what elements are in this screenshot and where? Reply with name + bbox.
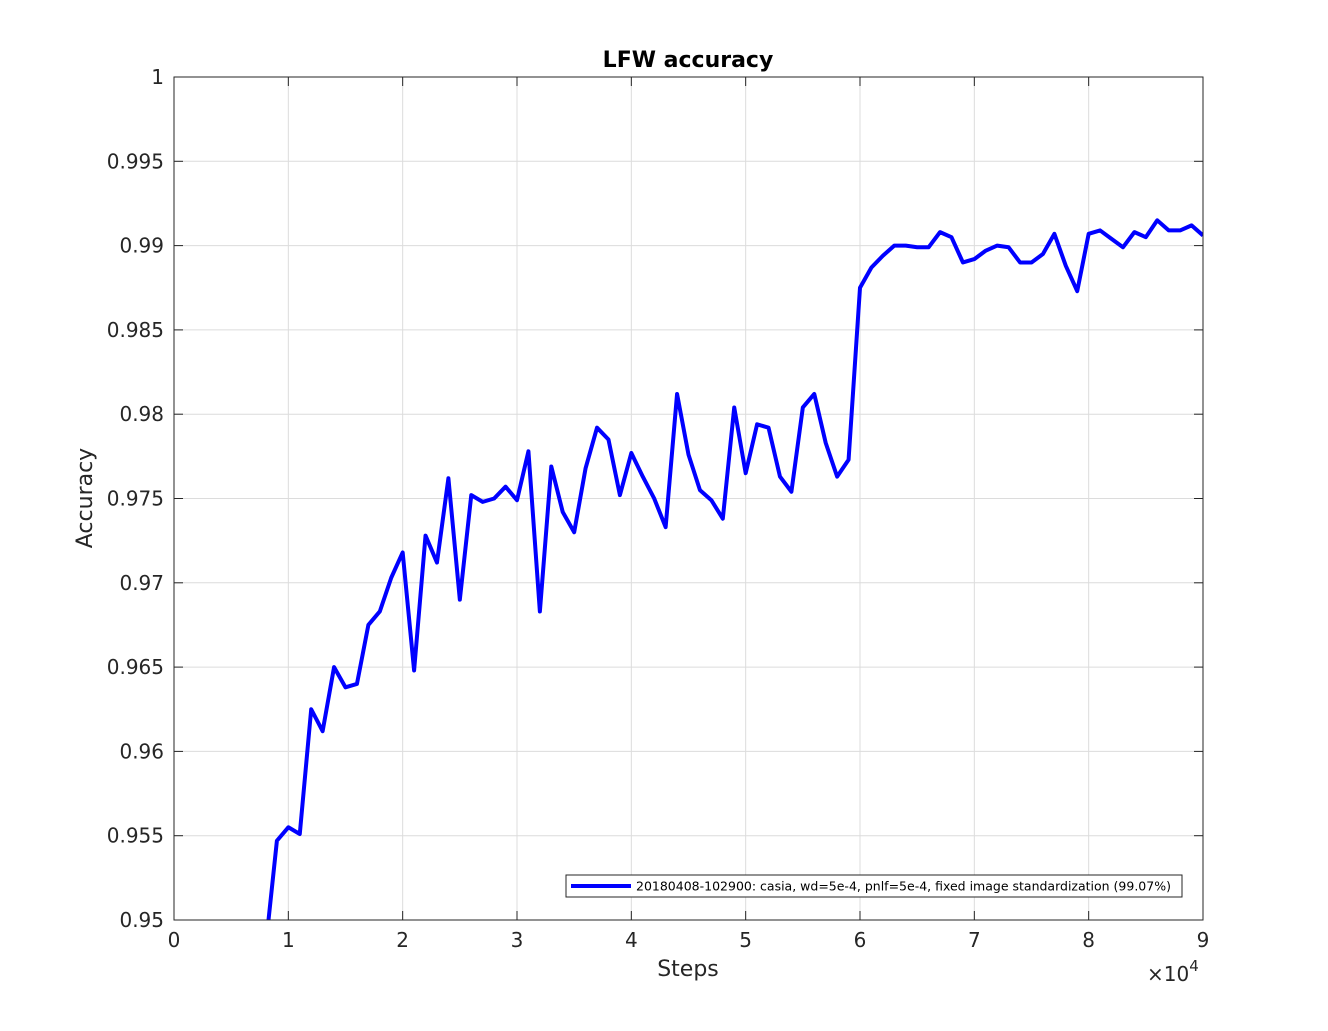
y-tick-label: 0.995 [107, 149, 164, 173]
y-tick-label: 0.955 [107, 824, 164, 848]
y-tick-label: 0.96 [119, 739, 164, 763]
y-tick-labels: 0.95 0.955 0.96 0.965 0.97 0.975 0.98 0.985 0.99… [107, 65, 164, 932]
legend-box [565, 874, 1183, 898]
y-tick-label: 0.99 [119, 234, 164, 258]
x-tick-label: 8 [1082, 928, 1095, 952]
y-axis-label: Accuracy [73, 448, 98, 548]
x-axis-multiplier: ×104 [1147, 957, 1199, 986]
x-tick-label: 9 [1197, 928, 1210, 952]
svg-text:×104: ×104 [1147, 957, 1199, 986]
legend-entry-label: 20180408-102900: casia, wd=5e-4, pnlf=5e… [636, 879, 1171, 894]
x-axis-label: Steps [657, 957, 719, 982]
grid [173, 76, 1204, 921]
legend: 20180408-102900: casia, wd=5e-4, pnlf=5e… [565, 874, 1183, 898]
series-line-0 [266, 218, 1203, 920]
chart-title: LFW accuracy [603, 48, 774, 73]
x-tick-label: 3 [511, 928, 524, 952]
x-tick-label: 2 [396, 928, 409, 952]
y-tick-label: 1 [151, 65, 164, 89]
y-tick-label: 0.97 [119, 571, 164, 595]
y-tick-label: 0.965 [107, 655, 164, 679]
series-layer [266, 218, 1203, 920]
x-tick-labels: 0 1 2 3 4 5 6 7 8 9 [168, 928, 1210, 952]
x-tick-label: 1 [282, 928, 295, 952]
x-multiplier-exponent: 4 [1189, 957, 1199, 975]
x-tick-label: 6 [854, 928, 867, 952]
x-tick-label: 4 [625, 928, 638, 952]
x-multiplier-base: ×10 [1147, 962, 1189, 986]
x-tick-label: 0 [168, 928, 181, 952]
y-tick-label: 0.985 [107, 318, 164, 342]
y-tick-label: 0.98 [119, 402, 164, 426]
x-tick-label: 5 [739, 928, 752, 952]
x-tick-label: 7 [968, 928, 981, 952]
y-tick-label: 0.975 [107, 487, 164, 511]
ticks [173, 76, 1204, 921]
y-tick-label: 0.95 [119, 908, 164, 932]
